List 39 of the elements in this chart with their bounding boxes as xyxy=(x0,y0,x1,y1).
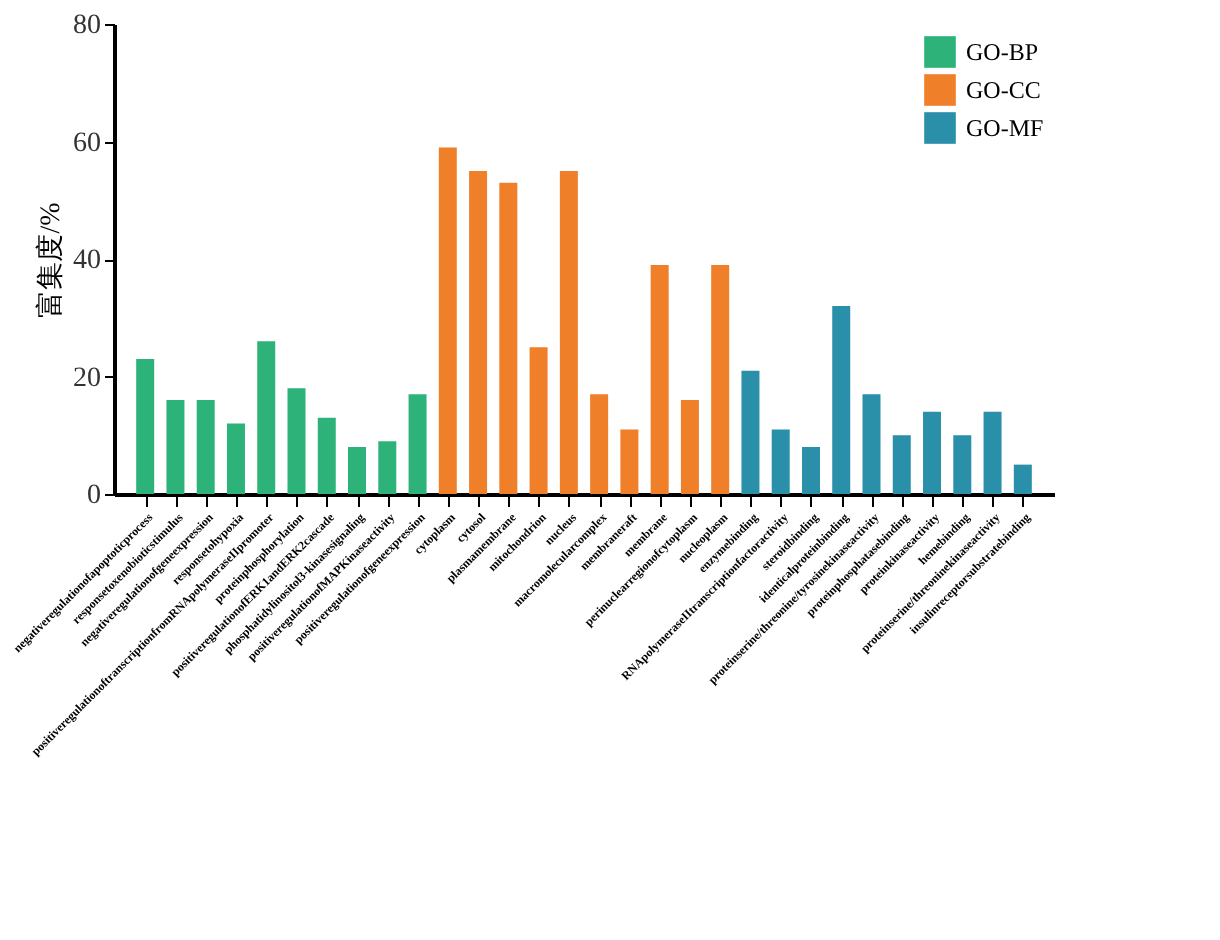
bar xyxy=(408,394,427,494)
bar xyxy=(892,435,911,494)
bar xyxy=(166,400,185,494)
bar xyxy=(1013,464,1032,494)
bar xyxy=(711,264,730,494)
bar xyxy=(499,182,518,494)
bar xyxy=(771,429,790,494)
bar xyxy=(923,411,942,494)
bar xyxy=(650,264,669,494)
bar xyxy=(287,388,306,494)
bar xyxy=(559,170,578,494)
bar xyxy=(620,429,639,494)
bar xyxy=(469,170,488,494)
y-tick-label: 20 xyxy=(73,363,101,394)
bar xyxy=(317,417,336,494)
y-tick-label: 60 xyxy=(73,128,101,159)
bar xyxy=(136,358,155,494)
legend-label: GO-BP xyxy=(966,38,1039,66)
bar xyxy=(590,394,609,494)
bar xyxy=(741,370,760,494)
bar xyxy=(983,411,1002,494)
bar xyxy=(862,394,881,494)
legend-label: GO-MF xyxy=(966,114,1044,142)
bar xyxy=(680,400,699,494)
bar xyxy=(378,441,397,494)
bar xyxy=(953,435,972,494)
y-tick-label: 0 xyxy=(87,481,101,511)
bar xyxy=(257,341,276,494)
bar xyxy=(226,423,245,494)
bar xyxy=(196,400,215,494)
y-axis-title: 富集度/% xyxy=(35,201,67,318)
legend-label: GO-CC xyxy=(966,76,1041,104)
bar xyxy=(348,447,367,494)
bar xyxy=(832,306,851,494)
bar xyxy=(801,447,820,494)
y-tick-label: 40 xyxy=(73,246,101,276)
bar xyxy=(529,347,548,494)
bar xyxy=(438,147,457,494)
y-tick-label: 80 xyxy=(73,11,101,41)
